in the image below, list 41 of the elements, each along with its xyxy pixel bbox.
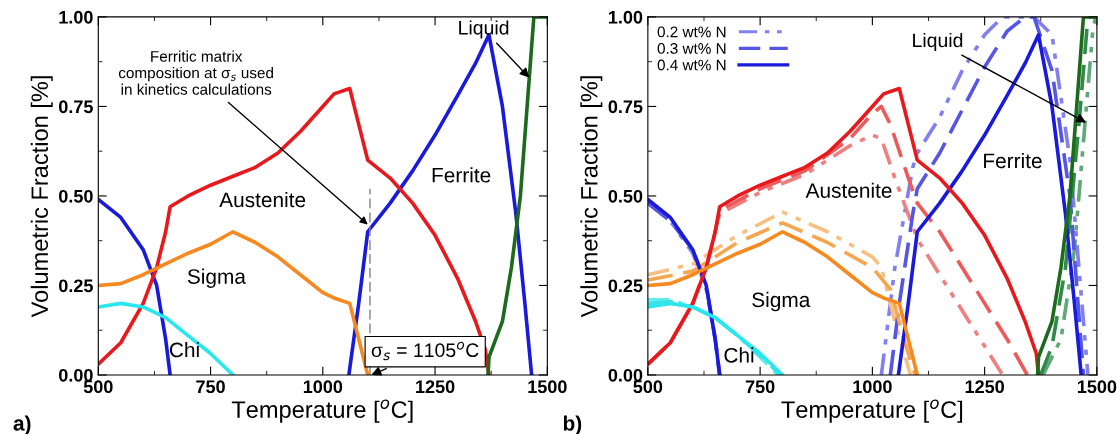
annotation: Ferritic matrix composition at σ$_{s}$ used in kinetics calculations	[118, 50, 273, 95]
x-tick-label: 1250	[416, 380, 455, 394]
x-tick-label: 500	[83, 380, 113, 394]
y-tick-label: 0.00	[608, 368, 643, 382]
annotation: Chi	[169, 341, 199, 358]
annotation: Sigma	[752, 291, 811, 312]
y-tick-label: 0.00	[59, 368, 93, 382]
y-tick-label: 1.00	[59, 10, 93, 24]
x-tick-label: 1000	[853, 380, 892, 394]
y-axis-title: Volumetric Fraction [%]	[30, 76, 53, 318]
legend-label: 0.2 wt% N	[657, 26, 726, 38]
x-tick-label: 1500	[1077, 380, 1117, 394]
annotation: Liquid	[459, 20, 509, 39]
legend-label: 0.3 wt% N	[657, 43, 726, 54]
x-axis-title: Temperature [$^{o}$C]	[781, 399, 963, 423]
x-tick-label: 1250	[965, 380, 1004, 394]
annotation: Austenite	[805, 182, 892, 198]
annotation: Austenite	[219, 191, 306, 208]
annotation: Ferrite	[432, 167, 491, 183]
x-tick-label: 1500	[528, 380, 567, 394]
text: a)	[13, 415, 31, 434]
x-tick-label: 500	[633, 380, 663, 394]
x-axis-title: Temperature [$^{o}$C]	[231, 399, 413, 423]
y-tick-label: 0.25	[608, 279, 643, 293]
annotation: Liquid	[913, 32, 963, 52]
y-tick-label: 0.75	[59, 100, 93, 114]
y-tick-label: 0.50	[608, 189, 643, 203]
x-tick-label: 750	[196, 380, 225, 394]
x-tick-label: 1000	[303, 380, 343, 394]
y-tick-label: 0.50	[59, 189, 93, 203]
y-axis-title: Volumetric Fraction [%]	[580, 76, 603, 318]
y-tick-label: 1.00	[609, 10, 643, 24]
x-tick-label: 750	[745, 380, 775, 394]
annotation: σ$_{s}$ = 1105$^{o}$C	[371, 341, 479, 361]
legend-label: 0.4 wt% N	[657, 59, 726, 71]
annotation: Sigma	[187, 268, 246, 289]
annotation: Chi	[724, 347, 754, 363]
annotation: Ferrite	[984, 152, 1042, 169]
y-tick-label: 0.75	[608, 100, 643, 114]
text: b)	[563, 415, 582, 434]
y-tick-label: 0.25	[59, 279, 93, 293]
